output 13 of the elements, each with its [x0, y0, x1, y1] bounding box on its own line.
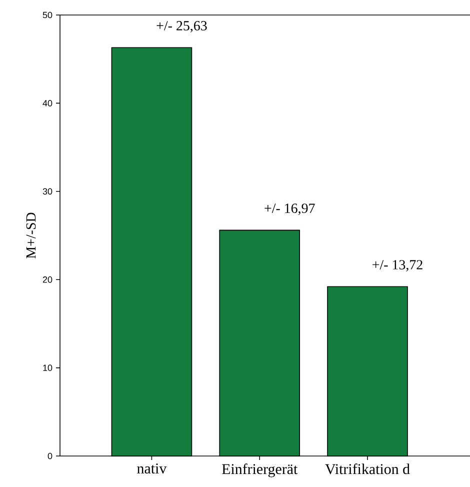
- x-tick-label: nativ: [137, 464, 167, 474]
- y-axis-title: M+/-SD: [26, 212, 36, 258]
- y-tick-label: 20: [42, 276, 52, 283]
- y-tick-label: 0: [48, 452, 52, 460]
- annotation: +/- 16,97: [264, 204, 315, 215]
- y-tick-label: 40: [42, 100, 52, 106]
- annotation: +/- 25,63: [156, 21, 207, 32]
- x-tick-label: Vitrifikation d: [325, 464, 410, 474]
- y-tick-label: 50: [42, 12, 52, 18]
- y-tick-label: 30: [42, 188, 52, 195]
- x-tick-label: Einfriergerät: [222, 464, 298, 478]
- annotation: +/- 13,72: [372, 260, 422, 272]
- y-tick-label: 10: [43, 364, 52, 371]
